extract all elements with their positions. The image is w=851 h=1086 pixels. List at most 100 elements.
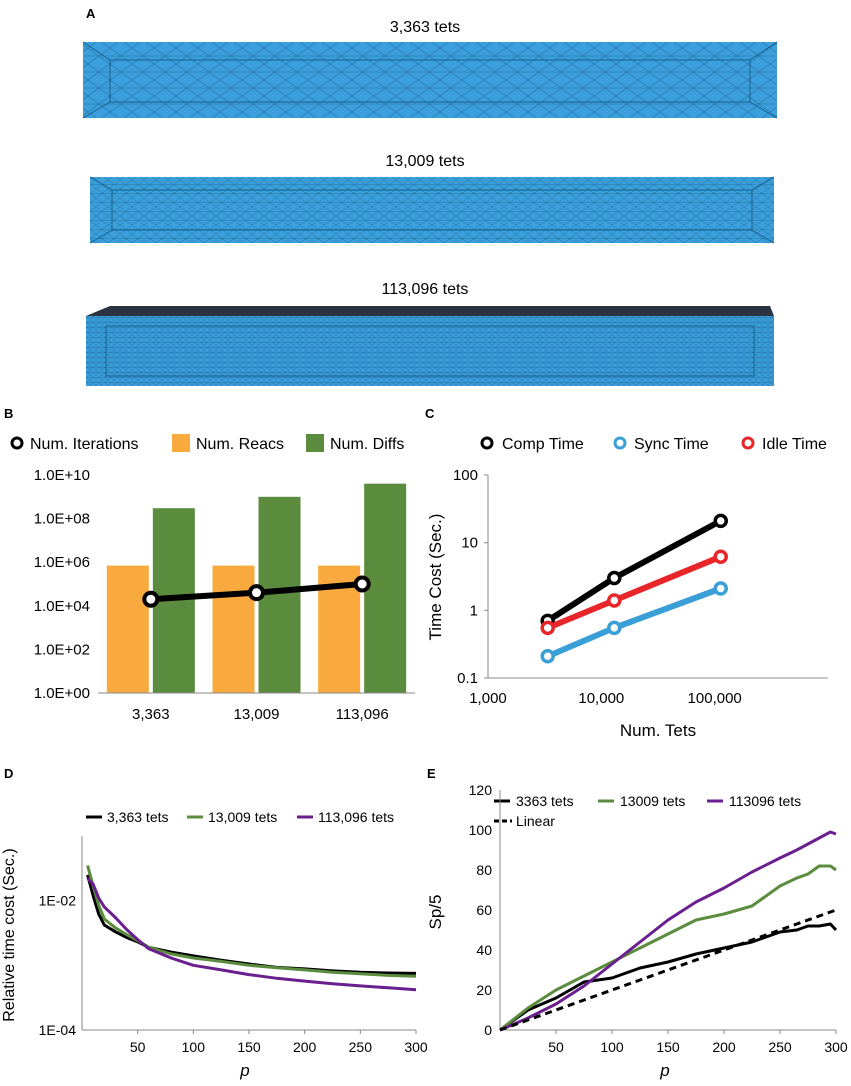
- bar-swatch-icon: [172, 434, 190, 452]
- bar-num-diffs-2: [364, 483, 407, 693]
- line-marker-icon: [613, 436, 627, 450]
- x-tick-label-d: 150: [237, 1039, 261, 1055]
- legend-e-item-4: Linear: [494, 813, 555, 829]
- x-tick-label-c: 100,000: [688, 690, 742, 707]
- legend-d-item-1: 3,363 tets: [86, 809, 169, 825]
- marker-iterations-2: [353, 575, 371, 593]
- y-axis-label-d: Relative time cost (Sec.): [1, 848, 18, 1021]
- y-tick-label-b: 1.0E+08: [34, 511, 90, 528]
- x-tick-label-e: 50: [548, 1039, 564, 1055]
- panel-a: A 3,363 tets 13,009 tets 113,096 tets: [82, 6, 778, 386]
- panel-letter-e: E: [427, 766, 436, 781]
- line-13009-tets: [499, 864, 837, 1032]
- y-tick-label-b: 1.0E+06: [34, 554, 90, 571]
- x-tick-label-d: 100: [182, 1039, 206, 1055]
- mesh-top-3: [86, 306, 774, 316]
- y-tick-label-e: 40: [476, 942, 492, 958]
- marker-sync-time-0: [540, 648, 555, 664]
- line-sync-time: [546, 585, 722, 659]
- legend-b-label-reacs: Num. Reacs: [196, 436, 284, 453]
- marker-comp-time-1: [607, 570, 622, 586]
- x-tick-label-c: 10,000: [578, 690, 624, 707]
- x-tick-label-b: 3,363: [132, 706, 170, 723]
- line-3363-tets: [499, 922, 838, 1032]
- mesh-1: 3,363 tets: [82, 19, 778, 119]
- y-tick-label-b: 1.0E+00: [34, 685, 90, 702]
- y-tick-label-b: 1.0E+04: [34, 598, 90, 615]
- x-axis-label-c: Num. Tets: [620, 721, 696, 740]
- marker-sync-time-2: [713, 581, 728, 596]
- mesh-label-1: 3,363 tets: [390, 19, 460, 36]
- legend-e-label-3: 113096 tets: [729, 793, 801, 809]
- legend-c: Comp Time Sync Time Idle Time: [480, 436, 827, 453]
- x-axis-label-e: p: [659, 1061, 669, 1080]
- y-tick-label-e: 80: [476, 862, 492, 878]
- line-comp-time: [546, 518, 723, 624]
- y-tick-label-e: 100: [469, 822, 493, 838]
- x-tick-label-c: 1,000: [469, 690, 507, 707]
- mesh-label-3: 113,096 tets: [382, 281, 469, 298]
- marker-idle-time-1: [607, 593, 622, 608]
- x-tick-label-d: 250: [349, 1039, 373, 1055]
- legend-b: Num. Iterations Num. Reacs Num. Diffs: [10, 434, 404, 453]
- legend-c-item-comp: Comp Time: [480, 436, 584, 453]
- panel-b: B Num. Iterations Num. Reacs Num. Diffs …: [4, 406, 415, 723]
- y-tick-label-e: 60: [476, 902, 492, 918]
- legend-d-label-1: 3,363 tets: [107, 809, 169, 825]
- x-tick-label-d: 200: [293, 1039, 317, 1055]
- y-tick-label-e: 120: [469, 782, 493, 798]
- legend-e-item-2: 13009 tets: [598, 793, 685, 809]
- legend-e-item-1: 3363 tets: [494, 793, 574, 809]
- line-marker-icon: [10, 436, 24, 450]
- panel-letter-c: C: [425, 406, 435, 421]
- bar-swatch-icon: [306, 434, 324, 452]
- marker-comp-time-2: [713, 513, 728, 529]
- line-marker-icon: [480, 436, 494, 450]
- marker-idle-time-0: [540, 620, 555, 636]
- mesh-label-2: 13,009 tets: [385, 153, 464, 170]
- y-tick-label-e: 0: [484, 1022, 492, 1038]
- legend-e-label-1: 3363 tets: [516, 793, 574, 809]
- bar-num-reacs-0: [106, 565, 149, 693]
- panel-letter-b: B: [4, 406, 13, 421]
- x-tick-label-e: 150: [656, 1039, 680, 1055]
- chart-e: 0 20 40 60 80 100 120 50 100 150 200 250 300 p Sp/5: [426, 782, 848, 1080]
- legend-c-item-idle: Idle Time: [741, 436, 827, 453]
- bar-num-reacs-1: [212, 565, 255, 693]
- y-tick-label-b: 1.0E+02: [34, 641, 90, 658]
- mesh-pattern-3: [86, 316, 774, 386]
- panel-c: C Comp Time Sync Time Idle Time 0.1 1 10 10…: [425, 406, 828, 740]
- legend-b-item-iterations: Num. Iterations: [10, 436, 138, 453]
- legend-d: 3,363 tets 13,009 tets 113,096 tets: [86, 809, 394, 825]
- mesh-pattern-1: [83, 42, 777, 118]
- x-tick-label-e: 300: [824, 1039, 848, 1055]
- y-tick-label-b: 1.0E+10: [34, 467, 90, 484]
- y-tick-label-d: 1E-02: [39, 893, 77, 909]
- panel-d: D 3,363 tets 13,009 tets 113,096 tets 1E…: [1, 766, 428, 1080]
- line-113-096-tets: [86, 877, 417, 992]
- y-axis-label-c: Time Cost (Sec.): [426, 514, 445, 641]
- mesh-3: 113,096 tets: [86, 281, 774, 386]
- line-3-363-tets: [86, 874, 417, 975]
- chart-c: 0.1 1 10 100 1,000 10,000 100,000 Num. Tets Time…: [426, 467, 828, 740]
- y-tick-label-c: 1: [470, 602, 478, 619]
- y-tick-label-c: 10: [461, 535, 478, 552]
- legend-c-label-comp: Comp Time: [502, 436, 584, 453]
- line-marker-icon: [741, 436, 755, 450]
- legend-b-item-reacs: Num. Reacs: [172, 434, 284, 453]
- line-13-009-tets: [86, 865, 417, 978]
- legend-c-label-sync: Sync Time: [634, 436, 709, 453]
- x-tick-label-e: 200: [712, 1039, 736, 1055]
- legend-d-label-3: 113,096 tets: [318, 809, 394, 825]
- line-linear: [499, 908, 837, 1032]
- x-tick-label-e: 100: [600, 1039, 624, 1055]
- legend-e-item-3: 113096 tets: [707, 793, 801, 809]
- x-tick-label-d: 300: [404, 1039, 428, 1055]
- panel-letter-d: D: [4, 766, 13, 781]
- panel-letter-a: A: [86, 6, 96, 21]
- legend-e-label-2: 13009 tets: [620, 793, 685, 809]
- x-tick-label-b: 13,009: [234, 706, 280, 723]
- legend-d-label-2: 13,009 tets: [208, 809, 277, 825]
- mesh-pattern-2: [90, 177, 774, 243]
